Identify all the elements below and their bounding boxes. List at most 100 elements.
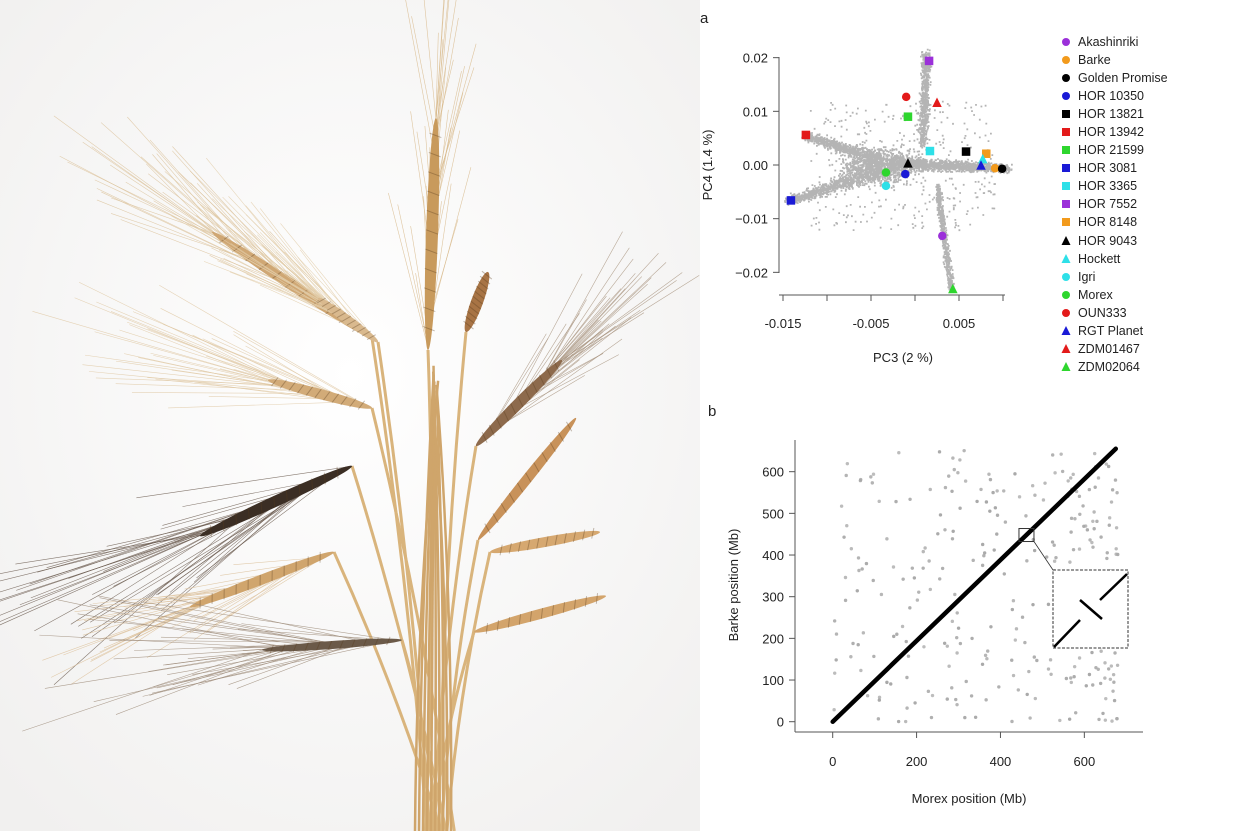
stem [431, 396, 449, 831]
spikelet [545, 536, 549, 548]
legend-item-oun333: OUN333 [1060, 304, 1168, 322]
y-tick-label: 100 [762, 673, 784, 688]
inset-collinear-segment [1099, 573, 1128, 601]
spikelet [422, 325, 435, 332]
off-diagonal-point [1078, 512, 1082, 516]
off-diagonal-point [843, 598, 848, 603]
awn [196, 472, 338, 579]
spikelet [484, 523, 491, 534]
off-diagonal-point [982, 551, 987, 555]
awn [169, 499, 280, 593]
accession-marker-hor-10350 [901, 169, 910, 179]
spikelet [557, 431, 565, 442]
awn [127, 116, 257, 262]
legend-marker-triangle-icon [1061, 361, 1071, 371]
spikelet [279, 379, 288, 389]
off-diagonal-point [922, 645, 926, 649]
stems [332, 331, 492, 831]
off-diagonal-point [1106, 667, 1111, 671]
awn [53, 115, 231, 245]
off-diagonal-point [1077, 547, 1082, 551]
off-diagonal-point [913, 701, 917, 705]
awn [53, 517, 241, 685]
spikelet [209, 525, 212, 537]
x-tick-label: 400 [990, 754, 1012, 769]
off-diagonal-point [877, 499, 881, 504]
awn [218, 249, 344, 317]
awn [115, 383, 307, 391]
spikelet [297, 384, 305, 394]
x-tick-label: -0.005 [853, 316, 890, 331]
awn [96, 301, 311, 392]
off-diagonal-point [1069, 680, 1074, 685]
off-diagonal-point [1109, 664, 1114, 668]
awn [159, 285, 369, 408]
off-diagonal-point [843, 575, 848, 580]
off-diagonal-point [958, 641, 963, 646]
awn [97, 595, 338, 645]
accession-marker-hor-7552 [924, 56, 934, 66]
legend-marker [1061, 253, 1071, 263]
legend-item-hor-10350: HOR 10350 [1060, 87, 1168, 105]
off-diagonal-point [1097, 717, 1101, 722]
off-diagonal-point [937, 450, 942, 454]
legend-item-hor-3081: HOR 3081 [1060, 159, 1168, 177]
off-diagonal-point [989, 625, 993, 629]
awn [135, 486, 307, 639]
legend-item-hor-13942: HOR 13942 [1060, 123, 1168, 141]
off-diagonal-point [1069, 530, 1073, 534]
spikelet [563, 532, 567, 544]
off-diagonal-point [958, 458, 962, 462]
awn [206, 157, 325, 303]
accession-marker-hor-3365 [925, 146, 935, 156]
off-diagonal-point [1045, 555, 1049, 559]
awn [106, 516, 242, 547]
off-diagonal-point [1002, 572, 1007, 576]
barley-spike [473, 593, 607, 634]
off-diagonal-point [1049, 672, 1053, 676]
awn [182, 479, 322, 507]
off-diagonal-point [1043, 481, 1047, 485]
off-diagonal-point [1085, 528, 1090, 532]
stem [332, 551, 443, 831]
legend-marker-circle-icon [1062, 38, 1070, 47]
accession-marker-barke [990, 163, 1000, 173]
off-diagonal-point [923, 546, 927, 550]
off-diagonal-point [963, 479, 968, 483]
legend-label: HOR 13821 [1078, 107, 1145, 122]
off-diagonal-point [993, 506, 998, 510]
barley-spike [171, 157, 379, 343]
off-diagonal-point [871, 472, 876, 476]
spikelet [508, 542, 512, 554]
awn [141, 601, 396, 641]
off-diagonal-point [1053, 471, 1057, 475]
awn [149, 139, 261, 265]
legend-item-igri: Igri [1060, 268, 1168, 286]
awn [153, 647, 287, 688]
awn [224, 231, 321, 301]
legend-label: ZDM02064 [1078, 359, 1140, 374]
legend-marker-square-icon [1062, 218, 1070, 227]
y-tick-label: 0.00 [743, 158, 768, 173]
off-diagonal-point [1002, 489, 1006, 493]
off-diagonal-point [1013, 472, 1017, 476]
off-diagonal-point [901, 577, 905, 581]
awn [388, 192, 429, 348]
spikelet [362, 638, 368, 647]
barley-spike [32, 282, 373, 410]
off-diagonal-point [1090, 650, 1094, 655]
barley-spike [489, 527, 601, 556]
legend-marker [1062, 182, 1070, 191]
awn [172, 646, 309, 685]
off-diagonal-point [1103, 718, 1108, 722]
off-diagonal-point [921, 566, 925, 570]
off-diagonal-point [851, 641, 855, 646]
off-diagonal-point [856, 556, 861, 560]
awn [70, 519, 236, 625]
barley-spike [42, 551, 335, 685]
spikelet [285, 490, 288, 502]
legend-marker [1062, 308, 1070, 317]
off-diagonal-point [844, 473, 848, 478]
off-diagonal-point [970, 636, 974, 641]
spikelet [466, 310, 478, 320]
